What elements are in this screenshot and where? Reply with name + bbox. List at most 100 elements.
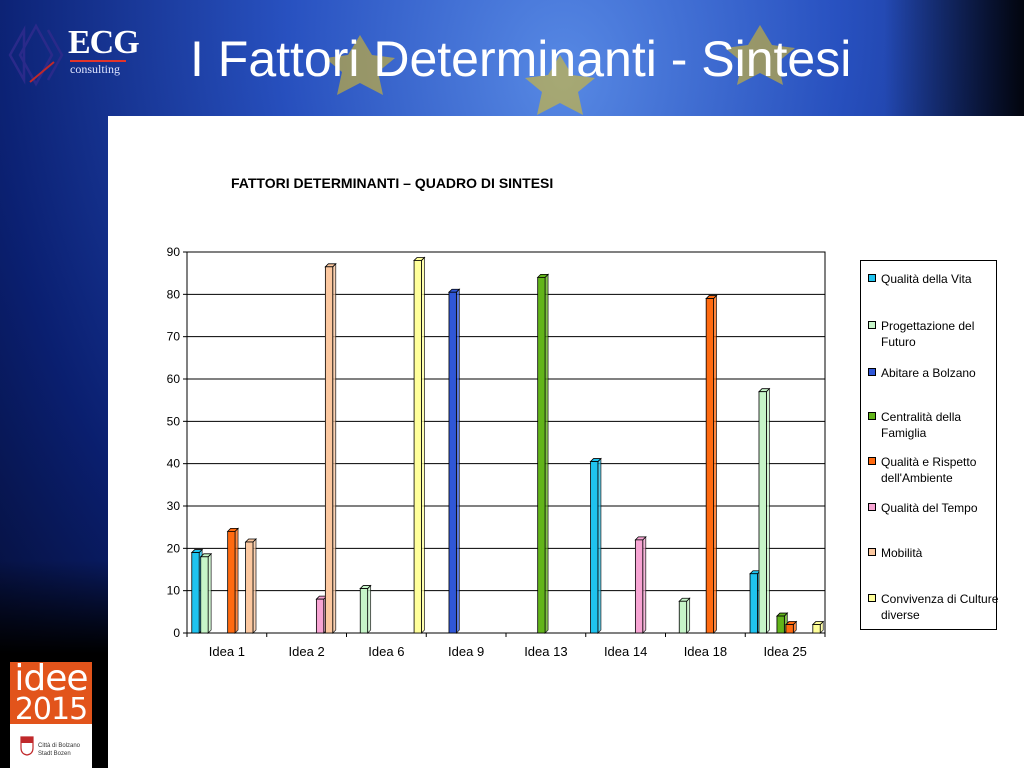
bar bbox=[749, 573, 758, 634]
y-tick-label: 0 bbox=[173, 626, 180, 640]
bar bbox=[776, 615, 785, 634]
bar bbox=[324, 266, 334, 634]
bar-side bbox=[765, 387, 770, 634]
legend-label: Abitare a Bolzano bbox=[881, 366, 976, 380]
ecg-emblem-icon bbox=[8, 23, 64, 87]
y-tick-label: 20 bbox=[167, 541, 181, 555]
x-tick-label: Idea 18 bbox=[684, 644, 727, 659]
chart-legend: Qualità della Vita Progettazione del Futu… bbox=[860, 260, 999, 630]
background-shade bbox=[884, 0, 1024, 116]
y-tick-label: 30 bbox=[167, 499, 181, 513]
ecg-logo bbox=[6, 22, 130, 88]
bar bbox=[590, 461, 599, 634]
bar bbox=[227, 530, 236, 634]
page-title: I Fattori Determinanti - Sintesi bbox=[190, 31, 852, 87]
city-emblem-icon bbox=[20, 736, 34, 756]
bar bbox=[413, 260, 422, 634]
bar bbox=[678, 600, 688, 634]
x-tick-label: Idea 25 bbox=[763, 644, 806, 659]
bar-side bbox=[455, 288, 460, 634]
bar-chart: 0 10 20 30 40 50 60 70 80 90 Idea 1 Idea 2 Idea 6 Ide… bbox=[167, 245, 826, 659]
bar-6-6 bbox=[634, 535, 647, 634]
x-tick-label: Idea 14 bbox=[604, 644, 647, 659]
legend-swatch bbox=[868, 457, 876, 465]
y-tick-label: 70 bbox=[167, 330, 181, 344]
legend-swatch bbox=[868, 368, 876, 376]
idee-logo-block: idee 2015 bbox=[10, 658, 92, 727]
bar bbox=[812, 624, 821, 634]
bar bbox=[785, 624, 794, 634]
bar-side bbox=[234, 527, 239, 634]
x-tick-label: Idea 2 bbox=[289, 644, 325, 659]
bar-8-5 bbox=[784, 620, 798, 634]
chart-bars bbox=[190, 256, 825, 634]
bar-8-2 bbox=[758, 387, 771, 634]
bar bbox=[705, 298, 714, 634]
bar-5-4 bbox=[536, 273, 550, 634]
plot-frame bbox=[186, 251, 826, 634]
logo-underline bbox=[70, 60, 126, 62]
idee-2015-logo: idee 2015 Città di Bolzano Stadt Bozen bbox=[10, 658, 92, 768]
legend-label: Qualità e Rispetto dell'Ambiente bbox=[881, 455, 977, 485]
x-tick-label: Idea 1 bbox=[209, 644, 245, 659]
chart-axes: 0 10 20 30 40 50 60 70 80 90 Idea 1 Idea 2 Idea 6 Ide… bbox=[167, 245, 826, 659]
bar bbox=[245, 541, 254, 634]
city-name: Città di Bolzano Stadt Bozen bbox=[38, 742, 92, 758]
legend-label: Qualità del Tempo bbox=[881, 501, 978, 515]
bar-side bbox=[421, 256, 425, 634]
logo-subtext: consulting bbox=[70, 62, 120, 76]
bar-3-8 bbox=[413, 256, 426, 634]
city-name-de: Stadt Bozen bbox=[38, 751, 71, 757]
legend-label: Convivenza di Culture diverse bbox=[881, 592, 999, 622]
legend-label: Qualità della Vita bbox=[881, 272, 972, 286]
y-tick-label: 40 bbox=[167, 457, 181, 471]
legend-swatch bbox=[868, 594, 876, 602]
bar-2-7 bbox=[324, 262, 337, 634]
legend-swatch bbox=[868, 503, 876, 511]
bar bbox=[315, 598, 325, 634]
city-name-it: Città di Bolzano bbox=[38, 743, 81, 749]
bar-side bbox=[252, 538, 257, 634]
bar-1-5 bbox=[226, 527, 240, 634]
bar bbox=[634, 539, 644, 634]
y-tick-label: 60 bbox=[167, 372, 181, 386]
bar-7-2 bbox=[678, 597, 691, 634]
bar-side bbox=[332, 262, 337, 634]
bar-side bbox=[686, 597, 691, 634]
legend-swatch bbox=[868, 412, 876, 420]
y-tick-label: 50 bbox=[167, 414, 181, 428]
bar-3-2 bbox=[359, 584, 372, 634]
legend-label: Centralità della Famiglia bbox=[881, 410, 962, 440]
idee-word: idee bbox=[14, 658, 88, 699]
legend-swatch bbox=[868, 274, 876, 282]
y-tick-label: 80 bbox=[167, 287, 181, 301]
chart-title: FATTORI DETERMINANTI – QUADRO DI SINTESI bbox=[231, 175, 554, 191]
bar-side bbox=[642, 535, 647, 634]
legend-swatch bbox=[868, 321, 876, 329]
bar-side bbox=[597, 457, 602, 634]
bar-side bbox=[207, 552, 212, 634]
bar-side bbox=[544, 273, 549, 634]
bar-6-1 bbox=[589, 457, 602, 634]
x-tick-label: Idea 9 bbox=[448, 644, 484, 659]
bar-side bbox=[367, 584, 372, 634]
bar bbox=[758, 391, 767, 634]
eu-stars-decoration bbox=[325, 25, 795, 115]
logo-text: ECG bbox=[68, 24, 140, 61]
bar bbox=[448, 291, 457, 634]
legend-label: Progettazione del Futuro bbox=[881, 319, 975, 349]
bar bbox=[537, 276, 546, 634]
bar bbox=[359, 588, 369, 634]
bar bbox=[191, 552, 200, 634]
bar-side bbox=[713, 294, 717, 634]
bar-1-2 bbox=[199, 552, 213, 634]
x-tick-label: Idea 6 bbox=[368, 644, 404, 659]
bar-1-7 bbox=[244, 538, 257, 634]
idee-year: 2015 bbox=[14, 692, 88, 727]
bar-8-8 bbox=[811, 620, 825, 634]
legend-label: Mobilità bbox=[881, 546, 923, 560]
x-tick-label: Idea 13 bbox=[524, 644, 567, 659]
y-tick-label: 10 bbox=[167, 584, 181, 598]
bar-4-3 bbox=[448, 288, 461, 634]
y-tick-label: 90 bbox=[167, 245, 181, 259]
